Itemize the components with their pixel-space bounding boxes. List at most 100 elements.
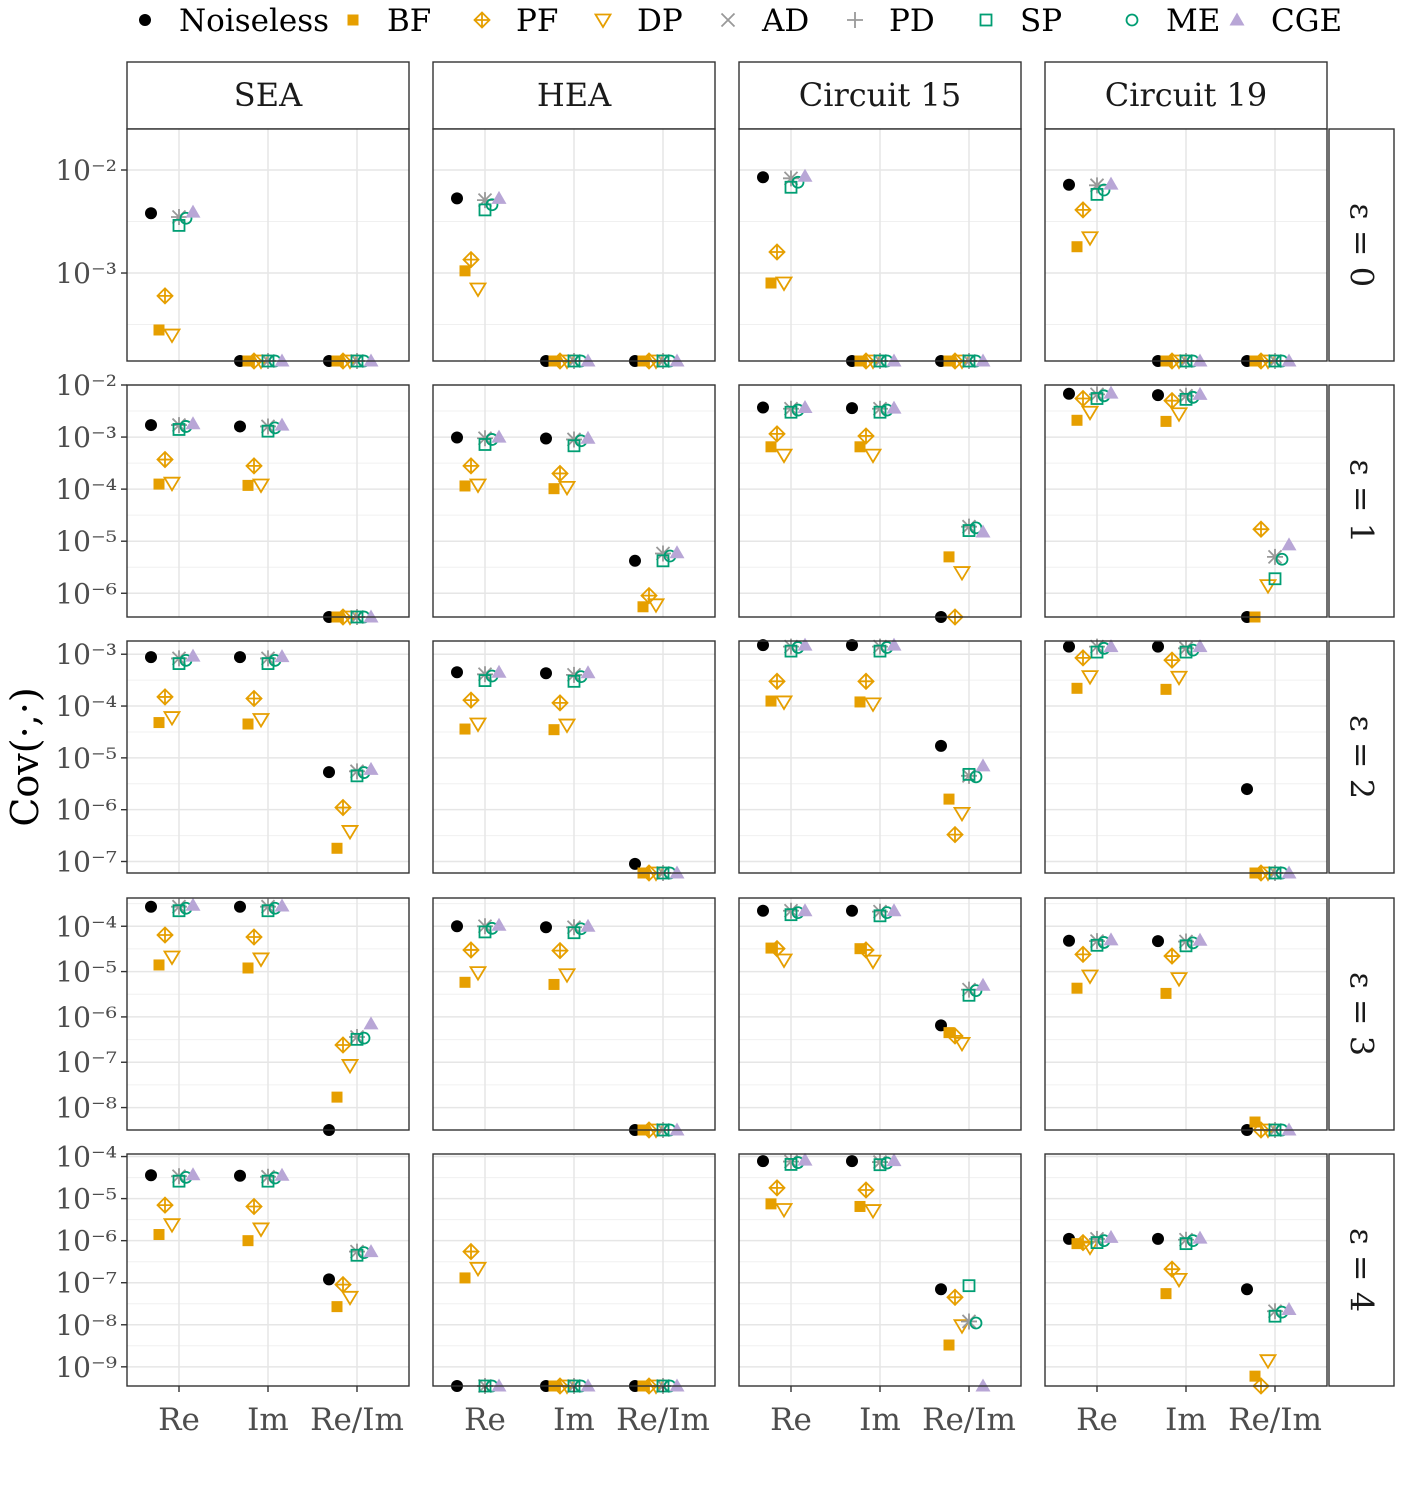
point-pf-re	[156, 688, 174, 706]
point-noiseless-re	[145, 207, 157, 220]
point-bf-re-im	[1249, 1370, 1261, 1382]
panel-circuit-19-row-3	[1044, 897, 1328, 1139]
point-noiseless-re-im	[323, 1273, 335, 1286]
point-dp-re-im	[952, 1037, 972, 1053]
point-me-re	[1097, 183, 1111, 197]
y-axis-label: Cov(·,·)	[3, 687, 47, 826]
point-noiseless-re	[451, 431, 463, 444]
x-tick-label-im: Im	[1165, 1402, 1207, 1438]
point-pf-im	[1163, 651, 1181, 669]
point-pf-re	[768, 243, 786, 261]
point-dp-re	[162, 711, 182, 727]
row-strip-0: ε = 0	[1328, 128, 1395, 362]
point-dp-im	[1169, 972, 1189, 988]
point-dp-im	[557, 968, 577, 984]
point-cge-re-im	[975, 758, 991, 772]
point-sp-re	[172, 423, 186, 436]
point-noiseless-re-im	[935, 1283, 947, 1296]
row-strips: ε = 0 ε = 1 ε = 2 ε = 3 ε = 4	[1328, 128, 1395, 1387]
point-dp-re-im	[340, 1059, 360, 1075]
point-dp-re	[162, 950, 182, 966]
point-noiseless-re	[451, 666, 463, 679]
row-strip-1: ε = 1	[1328, 384, 1395, 618]
point-dp-im	[557, 718, 577, 734]
point-cge-re	[1103, 1229, 1119, 1243]
point-cge-re	[1103, 639, 1119, 653]
legend-marker-cge	[1229, 12, 1245, 26]
legend-marker-sp	[979, 13, 993, 27]
panel-hea-row-4: Re Im Re/Im	[432, 1153, 716, 1438]
panel-circuit-19-row-0	[1044, 128, 1328, 370]
point-cge-re	[797, 637, 813, 651]
point-dp-re	[1080, 231, 1100, 247]
point-cge-re	[185, 897, 201, 911]
row-strip-3: ε = 3	[1328, 897, 1395, 1131]
point-dp-re-im	[952, 806, 972, 823]
legend-label-ad: AD	[761, 3, 809, 39]
gridlines	[433, 1154, 715, 1386]
point-pf-im	[245, 1197, 263, 1216]
point-cge-re-im	[1281, 1302, 1297, 1316]
point-dp-im	[251, 1222, 271, 1238]
point-noiseless-re-im	[629, 857, 641, 870]
gridlines	[739, 1154, 1021, 1386]
panel-circuit-15-row-1	[738, 384, 1022, 626]
point-noiseless-re-im	[1241, 783, 1253, 796]
x-tick-label-re: Re	[464, 1402, 506, 1438]
point-bf-re-im	[943, 1339, 955, 1351]
point-dp-re-im	[952, 1319, 972, 1335]
gridlines	[1045, 129, 1327, 361]
legend-item-noiseless: Noiseless	[139, 3, 329, 39]
point-noiseless-re	[1063, 387, 1075, 400]
point-dp-re	[468, 478, 488, 494]
y-tick-label: 10⁻³	[55, 257, 117, 290]
point-noiseless-im	[1152, 935, 1164, 948]
point-dp-re	[1080, 969, 1100, 985]
legend-item-dp: DP	[593, 3, 683, 39]
point-dp-re	[162, 476, 182, 492]
point-dp-re-im	[1258, 1354, 1278, 1370]
point-pd-im	[566, 666, 582, 683]
point-bf-re	[153, 717, 165, 729]
point-sp-im	[1179, 645, 1193, 659]
legend-label-sp: SP	[1020, 3, 1062, 39]
point-cge-re-im	[975, 524, 991, 538]
point-cge-re-im	[669, 353, 685, 367]
x-tick-label-re-im: Re/Im	[1228, 1402, 1322, 1438]
point-bf-re	[459, 480, 471, 492]
point-pf-im	[1163, 947, 1181, 965]
point-sp-im	[873, 405, 887, 419]
panel-hea-row-0	[432, 128, 716, 370]
point-dp-re	[1080, 670, 1100, 686]
point-sp-re	[1090, 645, 1104, 659]
panel-circuit-15-row-4: Re Im Re/Im	[738, 1152, 1022, 1438]
point-sp-re-im	[1268, 572, 1282, 586]
y-tick-label: 10⁻⁹	[55, 1351, 117, 1384]
point-cge-im	[274, 353, 290, 367]
point-cge-im	[1192, 353, 1208, 367]
point-noiseless-re	[757, 401, 769, 414]
point-sp-re	[478, 925, 492, 939]
point-noiseless-re	[757, 171, 769, 184]
legend-label-me: ME	[1166, 3, 1220, 39]
point-pd-re-im	[1267, 548, 1283, 565]
point-sp-re	[784, 908, 798, 922]
legend-marker-pf	[473, 11, 491, 29]
y-tick-label: 10⁻⁷	[55, 1267, 117, 1300]
point-pf-re	[462, 457, 480, 475]
y-tick-label: 10⁻⁷	[55, 1046, 117, 1079]
point-bf-re	[765, 441, 777, 453]
point-cge-re	[185, 416, 201, 430]
point-cge-re	[185, 648, 201, 662]
x-tick-label-im: Im	[247, 1402, 289, 1438]
point-cge-im	[580, 430, 596, 444]
gridlines	[433, 384, 715, 617]
point-dp-im	[251, 713, 271, 729]
point-cge-re	[797, 1152, 813, 1166]
point-sp-re-im	[350, 1032, 364, 1046]
row-strip-2: ε = 2	[1328, 640, 1395, 874]
point-noiseless-im	[1152, 1232, 1164, 1245]
column-strip-hea: HEA	[432, 61, 716, 130]
point-noiseless-im	[846, 904, 858, 917]
point-noiseless-im	[1152, 389, 1164, 402]
